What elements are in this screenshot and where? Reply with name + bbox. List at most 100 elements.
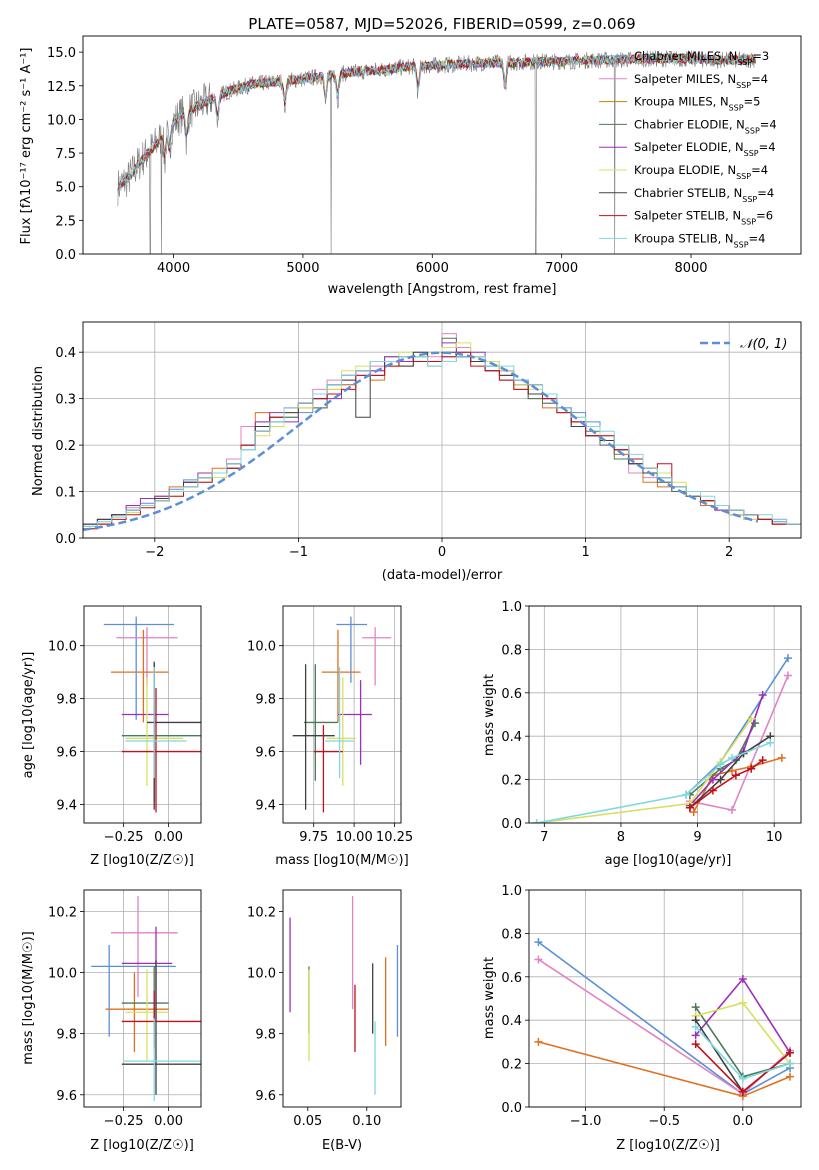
mass_vs_EBV-plot-area: [289, 896, 399, 1095]
weight_vs_Z-marker-4-0: [691, 1031, 700, 1040]
weight_vs_age-marker-2-0: [689, 808, 698, 817]
age_vs_Z-xtick-label-1: 0.00: [154, 830, 183, 845]
spectrum-legend-label-0: Chabrier MILES, NSSP=3: [634, 49, 769, 67]
spectrum-xtick-label-4: 8000: [674, 261, 707, 276]
mass_vs_Z-xtick-label-0: −0.25: [104, 1114, 144, 1129]
weight_vs_age-line-5: [536, 718, 752, 823]
spectrum-ytick-label-2: 5.0: [55, 181, 76, 196]
mass_vs_Z-ytick-label-1: 9.8: [56, 1028, 77, 1043]
weight_vs_Z-marker-7-2: [785, 1048, 794, 1057]
age_vs_mass-xtick-label-2: 10.25: [376, 830, 413, 845]
spectrum-legend-label-7: Salpeter STELIB, NSSP=6: [634, 209, 773, 227]
spectrum-ytick-label-4: 10.0: [47, 113, 76, 128]
age_vs_mass-ytick-label-3: 10.0: [247, 640, 276, 655]
age_vs_mass-ytick-label-1: 9.6: [255, 746, 276, 761]
chart-marks: 4000 5000 6000 7000 80000.02.55.07.510.012.5…: [47, 35, 802, 1129]
mass_vs_Z-frame: [83, 889, 202, 1108]
weight_vs_Z-marker-4-1: [738, 974, 747, 983]
spectrum-xtick-label-3: 7000: [545, 261, 578, 276]
residuals-xtick-label-1: −1: [289, 545, 308, 560]
age_vs_Z-frame: [83, 605, 202, 824]
weight-vs-Z-ylabel: mass weight: [482, 957, 497, 1039]
age-vs-Z-ylabel: age [log10(age/yr)]: [21, 652, 36, 779]
spectrum-xtick-label-2: 6000: [416, 261, 449, 276]
weight_vs_age-marker-2-2: [728, 766, 737, 775]
spectrum-ytick-label-3: 7.5: [55, 147, 76, 162]
weight_vs_age-marker-1-2: [783, 671, 792, 680]
residuals-plot-area: [83, 333, 801, 538]
weight_vs_age-marker-0-2: [783, 654, 792, 663]
residuals-ylabel: Normed distribution: [31, 366, 46, 496]
age-vs-mass-xlabel: mass [log10(M/M☉)]: [275, 853, 408, 868]
weight_vs_age-marker-7-1: [708, 786, 717, 795]
weight_vs_age-marker-8-4: [766, 738, 775, 747]
weight_vs_age-ytick-label-0: 0.0: [501, 817, 522, 832]
weight_vs_age-ytick-label-2: 0.4: [501, 730, 522, 745]
mass_vs_EBV-xtick-label-0: 0.05: [293, 1114, 322, 1129]
spectrum-title: PLATE=0587, MJD=52026, FIBERID=0599, z=0…: [248, 15, 635, 33]
residuals-ytick-label-4: 0.4: [55, 346, 76, 361]
spectrum-legend-label-3: Chabrier ELODIE, NSSP=4: [634, 117, 777, 135]
weight_vs_age-marker-8-2: [716, 760, 725, 769]
mass_vs_Z-plot-area: [91, 896, 201, 1101]
spectrum-axes: 4000 5000 6000 7000 8000 0.0 2.5 5.0 7.5 10.0 12.5…: [47, 46, 708, 276]
weight_vs_Z-marker-8-0: [691, 1022, 700, 1031]
spectrum-legend: Chabrier MILES, NSSP=3 Salpeter MILES, NS…: [599, 49, 777, 249]
age_vs_mass-ytick-label-0: 9.4: [255, 798, 276, 813]
age_vs_mass-plot-area: [292, 616, 392, 813]
weight_vs_Z-ytick-label-5: 1.0: [501, 884, 522, 899]
age_vs_Z-ytick-label-1: 9.6: [56, 746, 77, 761]
weight_vs_age-plot-area: [532, 654, 792, 823]
spectrum-xtick-label-0: 4000: [157, 261, 190, 276]
weight_vs_Z-ytick-label-1: 0.2: [501, 1058, 522, 1073]
weight_vs_age-ytick-label-5: 1.0: [501, 600, 522, 615]
mass_vs_Z-ytick-label-2: 10.0: [48, 967, 77, 982]
mass_vs_EBV-ytick-label-3: 10.2: [247, 905, 276, 920]
residuals-legend-label: 𝒩(0, 1): [740, 337, 787, 352]
age_vs_Z-ytick-label-0: 9.4: [56, 798, 77, 813]
residuals-xtick-label-0: −2: [145, 545, 164, 560]
age_vs_mass-axes: 9.75 10.00 10.25 9.4 9.6 9.8 10.0: [247, 606, 413, 845]
mass_vs_EBV-ytick-label-0: 9.6: [255, 1089, 276, 1104]
residuals-ytick-label-1: 0.1: [55, 486, 76, 501]
weight_vs_age-marker-7-3: [747, 764, 756, 773]
age_vs_Z-ytick-label-3: 10.0: [48, 640, 77, 655]
weight_vs_Z-marker-2-0: [534, 1037, 543, 1046]
weight_vs_Z-xtick-label-1: −0.5: [648, 1114, 680, 1129]
spectrum-legend-label-4: Salpeter ELODIE, NSSP=4: [634, 140, 776, 158]
weight_vs_age-frame: [528, 605, 802, 824]
weight_vs_Z-plot-area: [534, 938, 794, 1101]
weight_vs_Z-ytick-label-3: 0.6: [501, 971, 522, 986]
weight_vs_age-xtick-label-2: 9: [693, 830, 701, 845]
weight_vs_age-marker-5-3: [747, 714, 756, 723]
residuals-hist-8: [83, 356, 801, 538]
mass_vs_EBV-xtick-label-1: 0.10: [352, 1114, 381, 1129]
weight_vs_age-marker-2-4: [777, 753, 786, 762]
mass_vs_EBV-ytick-label-1: 9.8: [255, 1028, 276, 1043]
residuals-ytick-label-2: 0.2: [55, 439, 76, 454]
weight_vs_Z-frame: [528, 889, 802, 1108]
weight_vs_Z-marker-8-1: [738, 1074, 747, 1083]
residuals-frame: [82, 321, 802, 539]
spectrum-legend-label-1: Salpeter MILES, NSSP=4: [634, 72, 768, 90]
weight_vs_age-line-6: [689, 735, 771, 809]
mass_vs_Z-ytick-label-3: 10.2: [48, 905, 77, 920]
age_vs_Z-plot-area: [103, 616, 201, 813]
residuals-xtick-label-3: 1: [581, 545, 589, 560]
weight_vs_Z-marker-0-0: [534, 938, 543, 947]
weight-vs-age-xlabel: age [log10(age/yr)]: [605, 853, 732, 868]
weight_vs_Z-xtick-label-0: −1.0: [570, 1114, 602, 1129]
residuals-ytick-label-0: 0.0: [55, 532, 76, 547]
residuals-xtick-label-4: 2: [725, 545, 733, 560]
weight_vs_age-marker-7-2: [731, 771, 740, 780]
weight_vs_age-marker-7-0: [685, 803, 694, 812]
age_vs_mass-xtick-label-1: 10.00: [336, 830, 373, 845]
spectrum-xtick-label-1: 5000: [286, 261, 319, 276]
weight_vs_Z-ytick-label-0: 0.0: [501, 1101, 522, 1116]
mass_vs_Z-xtick-label-1: 0.00: [154, 1114, 183, 1129]
weight_vs_age-marker-4-1: [708, 775, 717, 784]
weight_vs_age-xtick-label-0: 7: [540, 830, 548, 845]
weight_vs_Z-marker-2-2: [785, 1072, 794, 1081]
spectrum-model-line-8: [117, 53, 756, 192]
